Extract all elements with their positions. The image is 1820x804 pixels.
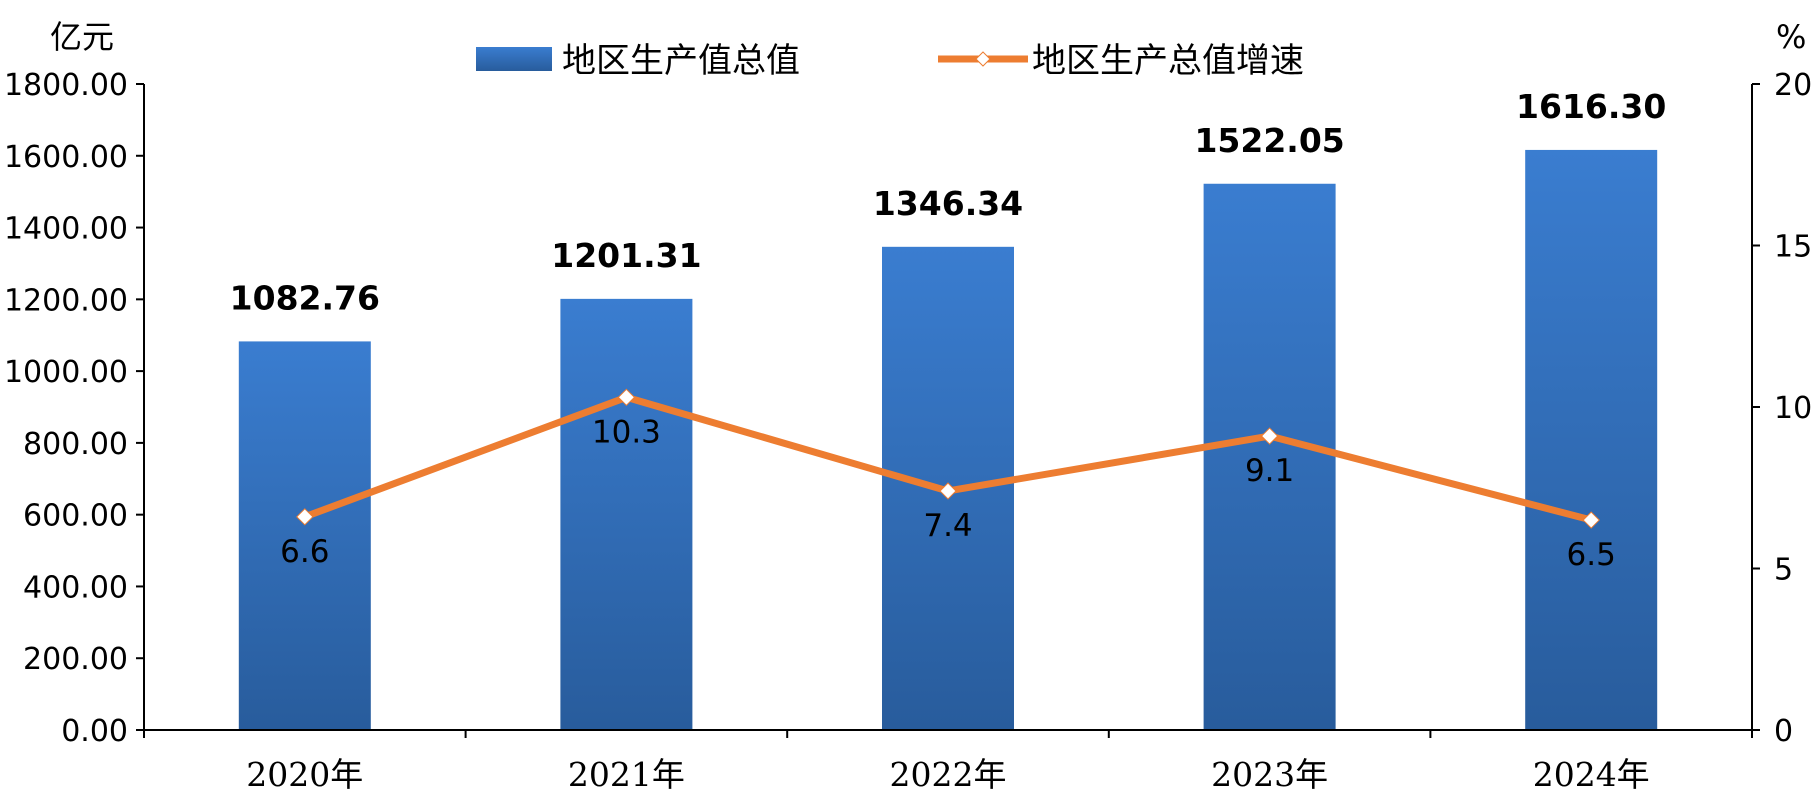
- bar-series: [238, 149, 1658, 731]
- bar-value-label: 1201.31: [551, 236, 701, 275]
- right-tick-label: 5: [1774, 553, 1793, 588]
- line-series: [296, 388, 1600, 529]
- left-axis-unit: 亿元: [50, 18, 114, 56]
- legend-line-label: 地区生产总值增速: [1032, 41, 1304, 81]
- left-tick-label: 600.00: [23, 499, 128, 534]
- bar-value-label: 1346.34: [873, 184, 1023, 223]
- line-point: [1582, 511, 1600, 529]
- x-axis-labels: 2020年 2021年 2022年 2023年 2024年: [246, 755, 1649, 794]
- left-tick-label: 800.00: [23, 427, 128, 462]
- left-tick-label: 1400.00: [4, 212, 128, 247]
- bar: [238, 341, 371, 730]
- bar-value-label: 1616.30: [1516, 87, 1666, 126]
- bar: [1525, 149, 1658, 731]
- left-tick-label: 1200.00: [4, 283, 128, 318]
- left-tick-label: 1600.00: [4, 140, 128, 175]
- line-value-label: 9.1: [1245, 453, 1294, 489]
- line-value-label: 6.5: [1567, 537, 1616, 573]
- line-point: [296, 508, 314, 526]
- left-tick-label: 1000.00: [4, 355, 128, 390]
- left-axis-ticks: 0.00 200.00 400.00 600.00 800.00 1000.00 1200.…: [4, 68, 144, 749]
- x-category-label: 2020年: [246, 755, 363, 794]
- legend-bar-swatch: [476, 47, 552, 71]
- line-value-labels: 6.6 10.3 7.4 9.1 6.5: [280, 414, 1616, 573]
- legend: 地区生产值总值 地区生产总值增速: [476, 41, 1304, 81]
- left-tick-label: 400.00: [23, 570, 128, 605]
- right-axis-unit: %: [1776, 18, 1806, 56]
- line-value-label: 7.4: [923, 508, 972, 544]
- x-category-label: 2021年: [568, 755, 685, 794]
- left-tick-label: 200.00: [23, 642, 128, 677]
- right-tick-label: 0: [1774, 714, 1793, 749]
- line-value-label: 10.3: [592, 414, 661, 450]
- x-category-label: 2023年: [1211, 755, 1328, 794]
- line-point: [1260, 427, 1279, 445]
- bar-value-label: 1522.05: [1194, 121, 1344, 160]
- left-tick-label: 1800.00: [4, 68, 128, 103]
- bar: [560, 298, 693, 730]
- x-axis-ticks: [143, 730, 1753, 738]
- line-point: [617, 388, 636, 407]
- right-tick-label: 10: [1774, 391, 1812, 426]
- legend-line-marker: [975, 51, 991, 67]
- bar: [1203, 183, 1336, 730]
- bar-value-label: 1082.76: [230, 278, 380, 317]
- right-tick-label: 20: [1774, 68, 1812, 103]
- left-tick-label: 0.00: [61, 714, 128, 749]
- x-category-label: 2022年: [890, 755, 1007, 794]
- legend-bar-label: 地区生产值总值: [562, 41, 800, 81]
- x-category-label: 2024年: [1533, 755, 1650, 794]
- right-tick-label: 15: [1774, 230, 1812, 265]
- line-point: [939, 482, 957, 500]
- bar-value-labels: 1082.76 1201.31 1346.34 1522.05 1616.30: [230, 87, 1667, 317]
- line-value-label: 6.6: [280, 534, 329, 570]
- right-axis-ticks: 0 5 10 15 20: [1752, 68, 1812, 749]
